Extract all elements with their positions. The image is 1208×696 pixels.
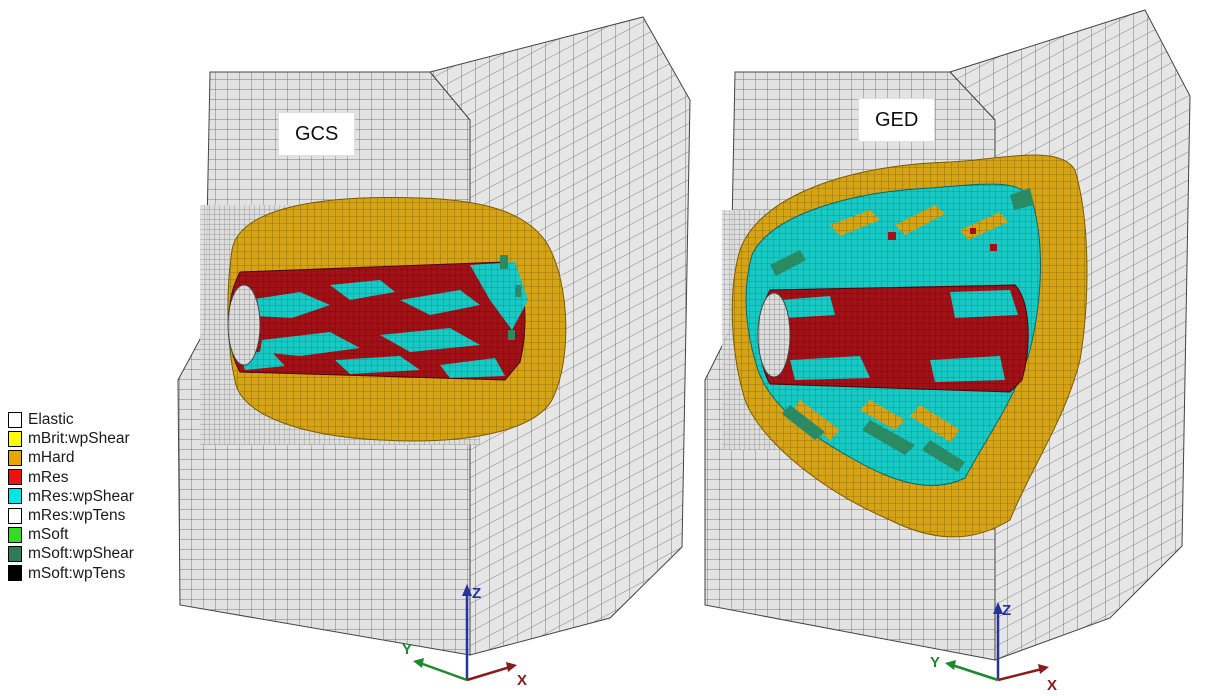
legend-item: mRes:wpTens xyxy=(8,506,178,525)
legend-item: mSoft:wpTens xyxy=(8,564,178,583)
axis-triad-right: Z Y X xyxy=(930,602,1057,694)
legend-swatch xyxy=(8,507,22,524)
legend-label: mBrit:wpShear xyxy=(28,430,130,448)
legend-swatch xyxy=(8,411,22,428)
legend-swatch xyxy=(8,545,22,562)
legend-item: mRes xyxy=(8,468,178,487)
gcs-model xyxy=(177,16,691,656)
legend-swatch xyxy=(8,526,22,543)
legend-label: mSoft:wpShear xyxy=(28,545,134,563)
gcs-soft-shear-specks xyxy=(500,255,521,340)
legend-label: Elastic xyxy=(28,411,74,429)
material-state-legend: Elastic mBrit:wpShear mHard mRes mRes:wp… xyxy=(8,410,178,583)
model-label-gcs: GCS xyxy=(278,112,356,156)
legend-label: mSoft:wpTens xyxy=(28,564,126,582)
ged-soft-shear-streaks xyxy=(770,188,1034,472)
axis-y-label-left: Y xyxy=(402,641,412,658)
axis-z-label-left: Z xyxy=(472,585,481,602)
legend-item: mHard xyxy=(8,448,178,467)
legend-label: mSoft xyxy=(28,526,69,544)
legend-label: mHard xyxy=(28,449,75,467)
ged-tunnel-shear-patches xyxy=(780,290,1018,382)
ged-res-specks xyxy=(888,228,997,251)
axis-y-label-right: Y xyxy=(930,654,940,671)
legend-label: mRes xyxy=(28,468,69,486)
axis-z-label-right: Z xyxy=(1002,602,1011,619)
legend-swatch xyxy=(8,449,22,466)
legend-item: mSoft xyxy=(8,525,178,544)
legend-item: mRes:wpShear xyxy=(8,487,178,506)
axis-triad-left: Z Y X xyxy=(402,584,527,689)
gcs-tunnel-opening xyxy=(227,284,261,366)
legend-swatch xyxy=(8,430,22,447)
ged-tunnel-opening xyxy=(757,292,791,378)
legend-swatch xyxy=(8,469,22,486)
legend-swatch xyxy=(8,488,22,505)
legend-item: mBrit:wpShear xyxy=(8,429,178,448)
gcs-shear-patches xyxy=(240,262,528,378)
legend-swatch xyxy=(8,565,22,582)
legend-label: mRes:wpShear xyxy=(28,487,134,505)
axis-x-label-right: X xyxy=(1047,677,1057,694)
legend-label: mRes:wpTens xyxy=(28,507,126,525)
legend-item: mSoft:wpShear xyxy=(8,544,178,563)
ged-model xyxy=(704,9,1191,661)
legend-item: Elastic xyxy=(8,410,178,429)
axis-x-label-left: X xyxy=(517,672,527,689)
model-label-ged: GED xyxy=(858,98,936,142)
